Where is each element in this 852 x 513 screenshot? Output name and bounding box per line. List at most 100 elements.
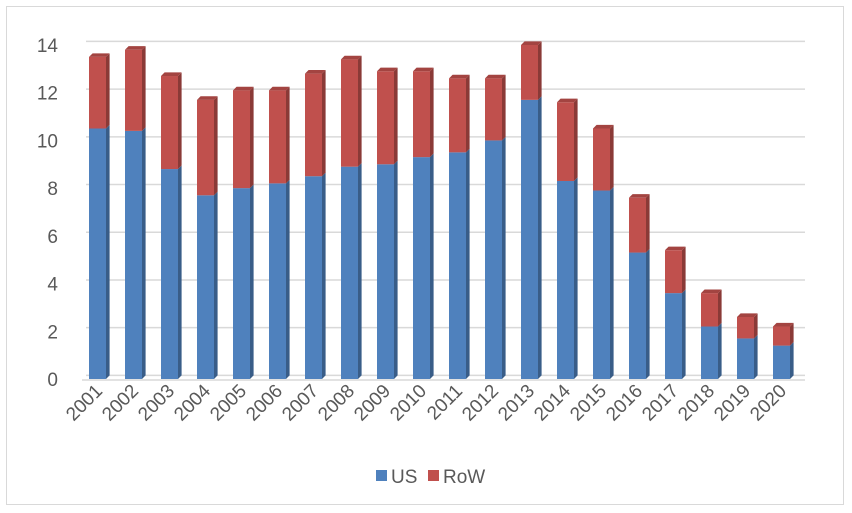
bar-row-2010	[413, 71, 430, 158]
bar-us-side	[610, 186, 614, 379]
bar-row-top	[161, 72, 182, 77]
bar-us-side	[574, 177, 578, 379]
y-tick-label: 6	[47, 227, 58, 248]
bar-row-side	[466, 74, 470, 153]
bar-row-side	[394, 67, 398, 165]
bar-row-top	[665, 246, 686, 251]
x-tick-label: 2016	[602, 381, 647, 426]
bar-row-top	[701, 289, 722, 294]
bar-row-top	[737, 313, 758, 317]
x-tick-label: 2009	[350, 381, 395, 426]
bar-row-side	[574, 98, 578, 181]
bar-row-top	[521, 41, 542, 45]
gridlines	[82, 40, 805, 381]
bar-row-2007	[305, 73, 322, 177]
bar-us-side	[682, 289, 686, 379]
y-tick-label: 0	[47, 370, 58, 391]
bar-row-2004	[197, 99, 214, 196]
x-tick-label: 2006	[242, 381, 287, 426]
bar-us-2005	[233, 188, 250, 379]
bar-row-2006	[269, 90, 286, 184]
bar-us-2011	[449, 152, 466, 379]
bar-us-2004	[197, 195, 214, 379]
bar-row-side	[718, 289, 722, 327]
legend-swatch-row	[428, 470, 439, 481]
bar-us-2014	[557, 180, 574, 379]
bar-row-side	[286, 86, 290, 184]
bar-row-side	[142, 46, 146, 131]
bar-row-side	[322, 70, 326, 177]
bar-us-side	[286, 179, 290, 379]
bar-us-2009	[377, 164, 394, 379]
bar-us-side	[214, 191, 218, 379]
bar-row-side	[178, 72, 182, 170]
bar-us-2010	[413, 157, 430, 379]
x-tick-label: 2004	[170, 380, 215, 425]
bar-row-top	[341, 55, 362, 60]
x-tick-label: 2002	[98, 381, 143, 426]
bar-us-2013	[521, 99, 538, 379]
y-tick-label: 4	[47, 275, 58, 296]
bar-row-2002	[125, 49, 142, 131]
bars	[89, 41, 794, 380]
bar-us-side	[394, 160, 398, 379]
bar-row-top	[485, 74, 506, 79]
bar-row-top	[197, 96, 218, 100]
bar-row-2018	[701, 293, 718, 327]
bar-us-side	[106, 124, 110, 380]
bar-us-2007	[305, 176, 322, 379]
x-tick-label: 2005	[206, 381, 251, 426]
y-tick-label: 12	[37, 84, 58, 105]
x-tick-label: 2008	[314, 381, 359, 426]
bar-row-side	[790, 322, 794, 346]
bar-us-2019	[737, 338, 754, 379]
bar-us-side	[322, 172, 326, 379]
bar-row-2003	[161, 76, 178, 170]
bar-us-side	[430, 153, 434, 379]
bar-row-top	[89, 53, 110, 57]
bar-row-top	[557, 98, 578, 103]
bar-us-2001	[89, 128, 106, 379]
legend-swatch-us	[376, 470, 387, 481]
bar-row-side	[754, 313, 758, 339]
bar-row-top	[377, 67, 398, 72]
x-tick-label: 2003	[134, 381, 179, 426]
x-tick-label: 2013	[494, 381, 539, 426]
bar-row-2017	[665, 250, 682, 294]
bar-row-side	[682, 246, 686, 294]
bar-row-top	[593, 124, 614, 129]
legend-label-row: RoW	[443, 467, 485, 488]
bar-row-2016	[629, 197, 646, 253]
bar-us-side	[502, 136, 506, 379]
bar-us-side	[178, 165, 182, 379]
bar-row-2015	[593, 128, 610, 191]
bar-row-side	[250, 86, 254, 189]
bar-row-2008	[341, 59, 358, 167]
bar-row-2013	[521, 45, 538, 100]
x-tick-label: 2011	[423, 381, 467, 425]
x-tick-label: 2007	[278, 381, 323, 426]
bar-us-2016	[629, 252, 646, 379]
bar-us-2002	[125, 130, 142, 379]
bar-us-2015	[593, 190, 610, 379]
bar-us-side	[142, 127, 146, 380]
bar-us-2020	[773, 345, 790, 379]
x-tick-label: 2018	[674, 381, 719, 426]
y-tick-label: 2	[47, 322, 58, 343]
bar-us-side	[646, 248, 650, 379]
bar-row-side	[214, 96, 218, 196]
bar-us-2018	[701, 326, 718, 379]
legend: US RoW	[376, 467, 485, 488]
bar-row-2001	[89, 56, 106, 129]
y-tick-label: 14	[37, 36, 59, 57]
bar-row-2011	[449, 78, 466, 153]
x-tick-label: 2017	[638, 381, 683, 426]
bar-row-top	[125, 46, 146, 50]
x-tick-label: 2019	[710, 381, 755, 426]
bar-row-2019	[737, 316, 754, 339]
bar-us-side	[718, 322, 722, 379]
bar-row-2020	[773, 326, 790, 346]
x-tick-label: 2001	[62, 381, 107, 426]
bar-row-2005	[233, 90, 250, 189]
